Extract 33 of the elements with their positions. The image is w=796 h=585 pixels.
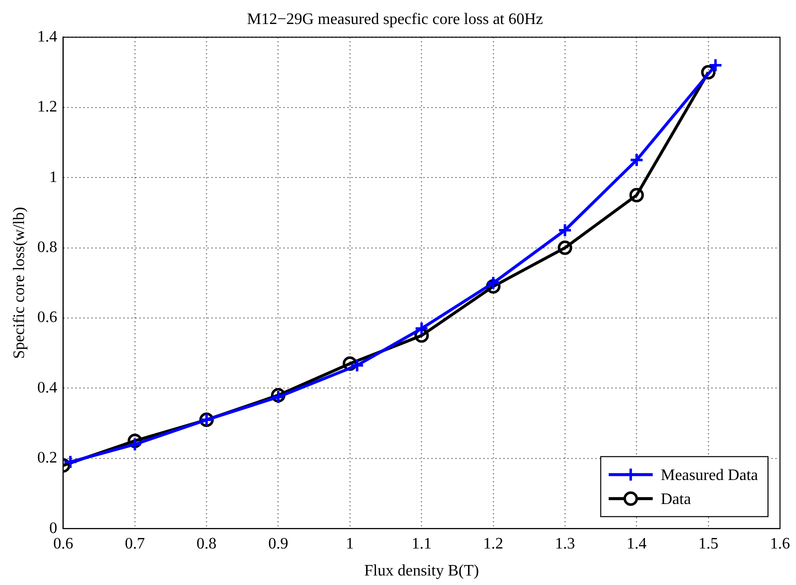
y-tick-label: 1 [49, 168, 58, 186]
legend-label: Measured Data [660, 466, 758, 484]
point [414, 321, 429, 336]
x-tick-label: 0.7 [124, 535, 145, 552]
point [558, 240, 572, 256]
point [63, 454, 78, 470]
x-tick-label: 1.2 [483, 535, 504, 552]
y-tick-label: 0 [49, 520, 58, 537]
x-tick-label: 1.5 [698, 535, 718, 552]
y-tick-label: 1.2 [37, 98, 58, 116]
x-tick-label: 1 [346, 535, 354, 552]
x-tick-label: 1.3 [554, 535, 575, 552]
point [629, 188, 644, 202]
y-axis-title: Specific core loss(w/lb) [10, 206, 28, 359]
y-tick-label: 1.4 [37, 28, 58, 46]
x-tick-label: 0.9 [268, 535, 288, 552]
chart-title: M12−29G measured specfic core loss at 60Hz [246, 10, 544, 28]
x-axis-title: Flux density B(T) [364, 562, 479, 580]
point [128, 437, 142, 452]
point [486, 276, 501, 290]
point [558, 223, 572, 238]
y-tick-label: 0.6 [37, 309, 58, 326]
x-tick-label: 1.6 [770, 535, 790, 552]
point [708, 58, 723, 73]
point [350, 358, 364, 373]
x-tick-label: 0.8 [196, 535, 217, 552]
x-tick-label: 1.1 [412, 535, 432, 552]
y-tick-label: 0.8 [37, 239, 58, 256]
point [629, 152, 644, 168]
x-tick-label: 1.4 [626, 535, 647, 552]
y-tick-label: 0.4 [37, 379, 58, 396]
y-tick-label: 0.2 [37, 450, 58, 467]
legend-label: Data [660, 490, 691, 508]
